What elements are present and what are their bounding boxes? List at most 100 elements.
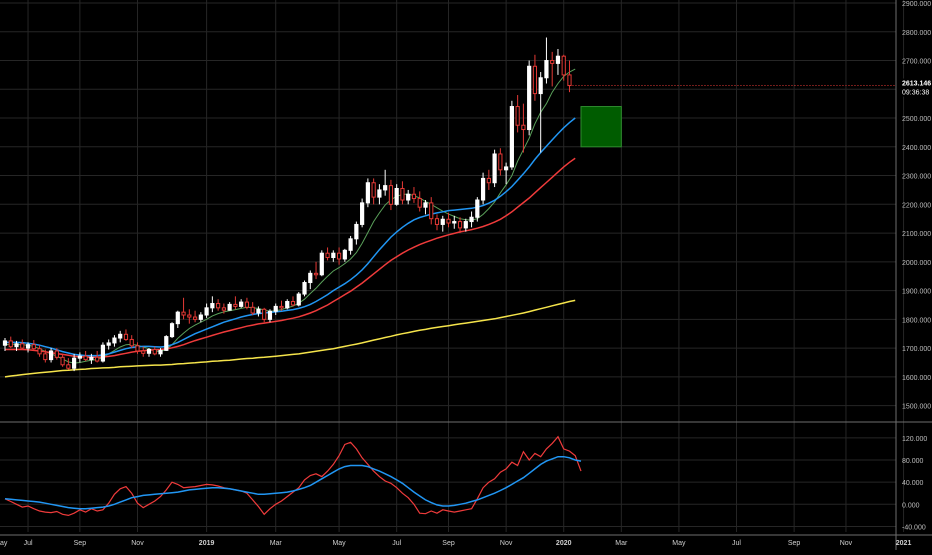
candle xyxy=(216,299,221,311)
candle-body xyxy=(95,356,100,362)
candle-body xyxy=(273,305,278,312)
candle-body xyxy=(486,177,491,184)
y-tick-label: 2800.000 xyxy=(902,30,931,37)
candle-body xyxy=(164,336,169,351)
y-tick-label: 1600.000 xyxy=(902,375,931,382)
candle xyxy=(296,292,301,307)
x-tick-label: Nov xyxy=(500,540,513,547)
candle xyxy=(492,149,497,188)
osc-y-tick-label: 80.000 xyxy=(902,458,924,465)
countdown-label: 09:36:38 xyxy=(902,90,929,97)
candle xyxy=(66,358,71,370)
y-tick-label: 2000.000 xyxy=(902,260,931,267)
candle-body xyxy=(106,342,111,346)
candle xyxy=(129,335,134,349)
candle xyxy=(31,340,36,351)
candle xyxy=(417,191,422,212)
candle-body xyxy=(141,350,146,354)
candle-body xyxy=(20,343,25,349)
candle xyxy=(244,297,250,310)
candle-body xyxy=(192,316,198,320)
candle-body xyxy=(216,303,221,309)
candle xyxy=(538,72,543,153)
osc-y-tick-label: 40.000 xyxy=(902,480,924,487)
candle xyxy=(135,342,140,354)
candle xyxy=(383,169,388,196)
candle xyxy=(77,352,82,363)
candle xyxy=(2,338,8,351)
candle xyxy=(112,335,117,347)
candle xyxy=(348,235,353,255)
candle-body xyxy=(43,353,48,361)
x-tick-label: Jul xyxy=(392,540,401,547)
candle xyxy=(118,330,123,343)
candle-body xyxy=(158,349,163,355)
candle-body xyxy=(83,355,88,361)
candle xyxy=(227,302,232,311)
target-zone xyxy=(580,106,622,148)
candle xyxy=(43,349,48,363)
candle xyxy=(141,346,146,357)
candle xyxy=(239,299,244,308)
candle-body xyxy=(371,182,376,198)
candle xyxy=(515,95,520,133)
candle xyxy=(152,346,157,356)
candle-body xyxy=(480,177,486,201)
candle xyxy=(498,148,503,176)
candle xyxy=(106,339,111,350)
candle-body xyxy=(290,301,296,306)
candle-body xyxy=(48,350,54,361)
candle xyxy=(434,214,440,231)
candle xyxy=(158,348,163,357)
candle-body xyxy=(233,303,238,307)
candle xyxy=(365,178,370,208)
candle xyxy=(532,54,538,101)
y-tick-label: 1900.000 xyxy=(902,289,931,296)
x-tick-label: 2020 xyxy=(556,540,572,547)
candle xyxy=(198,312,203,323)
candle-body xyxy=(411,193,417,200)
y-tick-label: 1500.000 xyxy=(902,404,931,411)
candle xyxy=(175,310,180,328)
moving-average-line xyxy=(5,117,576,357)
y-tick-label: 1800.000 xyxy=(902,317,931,324)
candle xyxy=(440,215,445,232)
x-tick-label: Nov xyxy=(131,540,144,547)
candle xyxy=(204,303,209,318)
candle-body xyxy=(400,187,405,201)
candle xyxy=(561,54,566,81)
candle-body xyxy=(388,185,394,205)
candle-body xyxy=(8,340,13,348)
candle-body xyxy=(181,311,186,316)
candle-body xyxy=(475,199,480,218)
candle xyxy=(192,310,198,323)
candle-body xyxy=(313,272,319,276)
candle-body xyxy=(262,308,267,320)
candle xyxy=(360,198,365,228)
x-tick-label: Mar xyxy=(615,540,628,547)
candle xyxy=(233,296,238,310)
candle xyxy=(72,353,77,372)
candle-body xyxy=(365,182,370,204)
candle-body xyxy=(250,306,255,314)
candle-body xyxy=(538,77,543,95)
candle xyxy=(544,37,549,84)
osc-y-tick-label: 120.000 xyxy=(902,436,927,443)
candle xyxy=(400,181,405,205)
candle-body xyxy=(457,221,463,229)
candle-body xyxy=(492,153,497,184)
candle xyxy=(446,212,451,228)
x-tick-label: Jul xyxy=(24,540,33,547)
candle-body xyxy=(135,345,140,352)
candle-body xyxy=(532,65,538,95)
candle-body xyxy=(308,272,313,284)
candle-body xyxy=(429,202,434,220)
candle xyxy=(290,296,296,307)
y-tick-label: 1700.000 xyxy=(902,346,931,353)
candle-body xyxy=(296,293,301,306)
candle xyxy=(411,187,417,203)
target-zone-box xyxy=(580,106,622,148)
